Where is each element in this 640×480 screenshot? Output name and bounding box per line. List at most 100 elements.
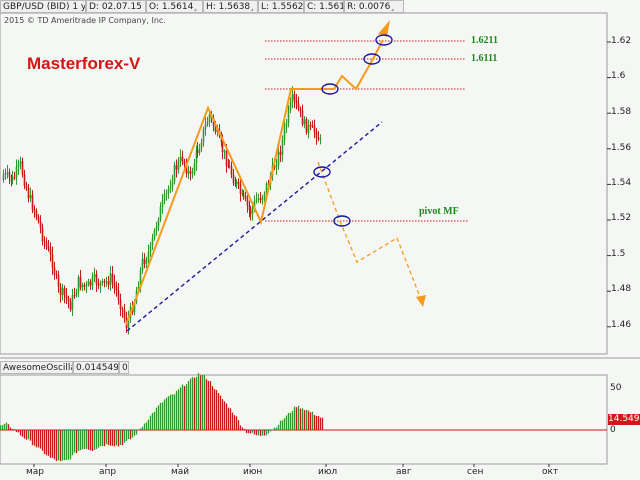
- date-readout: D: 02.07.15: [86, 0, 146, 13]
- candle-body: [59, 286, 62, 295]
- candle-body: [200, 142, 203, 149]
- candle-body: [73, 295, 76, 297]
- candle-body: [119, 299, 122, 310]
- candle-body: [257, 198, 260, 200]
- candle-body: [71, 295, 74, 310]
- candle-body: [183, 161, 186, 165]
- candle-body: [177, 161, 180, 170]
- candle-body: [253, 201, 256, 208]
- candle-body: [21, 161, 24, 175]
- candle-body: [139, 270, 142, 287]
- candle-body: [83, 284, 86, 287]
- candle-body: [198, 148, 201, 154]
- candle-body: [171, 181, 174, 188]
- candle-body: [153, 230, 156, 239]
- candle-body: [163, 194, 166, 201]
- candle-body: [107, 281, 110, 285]
- candle-body: [235, 181, 238, 185]
- month-tick: мар: [26, 467, 45, 477]
- candle-body: [19, 161, 22, 165]
- candle-body: [289, 102, 292, 110]
- candle-body: [27, 188, 30, 199]
- marker-circle: [313, 166, 331, 178]
- candle-body: [293, 94, 296, 101]
- candle-body: [295, 100, 298, 104]
- candle-body: [305, 119, 308, 133]
- month-tick: май: [171, 467, 190, 477]
- candle-body: [113, 282, 116, 287]
- price-tick: 1.56: [611, 143, 632, 153]
- candle-body: [297, 103, 300, 109]
- candle-body: [10, 177, 13, 182]
- candle-body: [121, 309, 124, 311]
- price-tick: 1.5: [611, 249, 626, 259]
- candle-body: [115, 286, 118, 291]
- candle-body: [202, 128, 205, 143]
- candle-body: [41, 227, 44, 241]
- candle-body: [204, 124, 207, 129]
- oscillator-name[interactable]: AwesomeOscillator: [0, 361, 73, 374]
- candle-body: [309, 125, 312, 127]
- oscillator-tick-0: 0: [610, 425, 616, 435]
- candle-body: [287, 109, 290, 124]
- candle-body: [55, 274, 58, 276]
- candle-body: [8, 172, 11, 178]
- candle-body: [241, 192, 244, 194]
- price-tick: 1.54: [611, 178, 632, 188]
- candle-body: [189, 171, 192, 174]
- candle-body: [195, 149, 198, 164]
- candle-body: [6, 172, 9, 174]
- candle-body: [149, 245, 152, 253]
- marker-circle: [333, 215, 351, 227]
- candle-body: [13, 176, 16, 178]
- candle-body: [259, 198, 262, 201]
- open-readout: O: 1.5614¸: [146, 0, 203, 13]
- candle-body: [2, 174, 5, 180]
- oscillator-value: 0.0145493: [73, 361, 119, 374]
- candle-body: [103, 280, 106, 282]
- candle-body: [157, 219, 160, 227]
- candle-body: [179, 156, 182, 162]
- candle-body: [57, 274, 60, 287]
- candle-body: [87, 281, 90, 285]
- candle-body: [61, 288, 64, 295]
- pivot-label: pivot MF: [419, 206, 459, 217]
- candle-body: [137, 286, 140, 291]
- projection-arrow: [416, 295, 426, 307]
- copyright-text: 2015 © TD Ameritrade IP Company, Inc.: [4, 16, 166, 25]
- pattern-path: [125, 39, 384, 326]
- candle-body: [319, 138, 322, 140]
- marker-circle: [363, 53, 381, 65]
- candle-body: [75, 291, 78, 296]
- candle-body: [79, 276, 82, 288]
- pattern-arrow-up: [378, 20, 390, 37]
- candle-body: [93, 274, 96, 278]
- candle-body: [4, 173, 7, 175]
- candle-body: [246, 198, 249, 206]
- candle-body: [173, 165, 176, 182]
- candle-body: [123, 309, 126, 319]
- candle-body: [275, 165, 278, 168]
- candle-body: [45, 241, 48, 247]
- brand-title: Masterforex-V: [27, 54, 141, 73]
- candle-body: [95, 274, 98, 285]
- candle-body: [232, 174, 235, 184]
- candle-body: [63, 288, 66, 296]
- candle-body: [283, 127, 286, 140]
- candle-body: [167, 188, 170, 194]
- candle-body: [23, 174, 26, 186]
- candle-body: [165, 193, 168, 195]
- candle-body: [237, 181, 240, 184]
- candle-body: [261, 197, 264, 201]
- candle-body: [133, 302, 136, 313]
- candle-body: [67, 298, 70, 302]
- symbol-label[interactable]: GBP/USD (BID) 1 y D: [0, 0, 86, 13]
- month-tick: окт: [542, 467, 559, 477]
- candle-body: [299, 108, 302, 111]
- candle-body: [285, 123, 288, 128]
- candle-body: [31, 194, 34, 210]
- level-label-upper2: 1.6111: [471, 53, 498, 64]
- candle-body: [151, 238, 154, 246]
